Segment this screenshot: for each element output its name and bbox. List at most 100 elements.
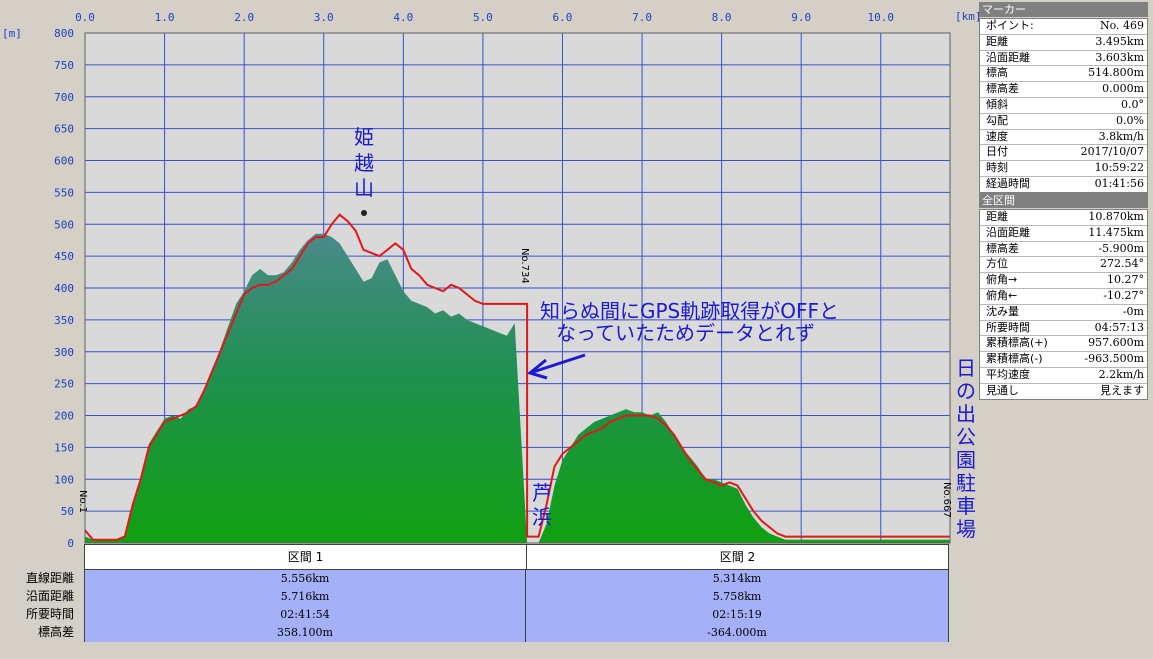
marker-value: 0.0°	[1121, 97, 1144, 111]
marker-key: 時刻	[986, 161, 1008, 175]
arrow-icon	[526, 353, 586, 380]
marker-key: 沿面距離	[986, 50, 1030, 64]
total-key: 距離	[986, 210, 1008, 223]
x-tick-5: 5.0	[473, 11, 493, 24]
end-point-char-5: 駐	[956, 471, 976, 495]
sec2-elev: -364.000m	[707, 626, 767, 639]
section-2-column: 5.314km 5.758km 02:15:19 -364.000m	[526, 570, 948, 642]
total-key: 俯角←	[986, 288, 1018, 302]
y-tick-14: 700	[54, 91, 74, 104]
end-point-char-6: 車	[956, 494, 976, 518]
total-value: -0m	[1122, 304, 1144, 318]
section-2-header[interactable]: 区間 2	[719, 550, 756, 564]
total-row: 沈み量 -0m	[980, 305, 1147, 321]
x-tick-9: 9.0	[791, 11, 811, 24]
marker-row: 速度 3.8km/h	[980, 130, 1147, 146]
row-label-elev: 標高差	[37, 625, 74, 639]
marker-value: 3.495km	[1095, 34, 1144, 48]
total-value: 10.27°	[1107, 273, 1144, 287]
sec1-time: 02:41:54	[280, 608, 330, 621]
total-panel-table: 距離 10.870km 沿面距離 11.475km 標高差 -5.900m 方位 272.54…	[979, 209, 1148, 400]
total-key: 沈み量	[986, 304, 1019, 318]
y-tick-5: 250	[54, 378, 74, 391]
dip-annotation: 芦 浜	[532, 481, 552, 529]
marker-row: 標高 514.800m	[980, 66, 1147, 83]
marker-value: 3.8km/h	[1098, 129, 1144, 143]
total-panel: 全区間 距離 10.870km 沿面距離 11.475km 標高差 -5.900m 方位 27…	[979, 193, 1148, 400]
marker-value: 0.000m	[1102, 82, 1144, 96]
section-table: 区間 1 区間 2 5.556km 5.716km 02:41:54 358.1…	[84, 544, 949, 642]
summit-marker-icon	[361, 210, 367, 216]
marker-value: No. 469	[1099, 19, 1144, 32]
marker-key: ポイント:	[986, 19, 1034, 32]
y-tick-15: 750	[54, 59, 74, 72]
marker-panel: マーカー ポイント: No. 469 距離 3.495km 沿面距離 3.603km 標高 5…	[979, 2, 1148, 193]
marker-value: 2017/10/07	[1080, 145, 1144, 159]
y-tick-6: 300	[54, 346, 74, 359]
marker-start-label: No.1	[77, 490, 88, 513]
sec1-elev: 358.100m	[277, 626, 333, 639]
marker-row: 標高差 0.000m	[980, 82, 1147, 98]
sec1-surface: 5.716km	[280, 590, 330, 603]
total-value: 2.2km/h	[1098, 367, 1144, 381]
marker-row: 勾配 0.0%	[980, 114, 1147, 130]
total-row: 累積標高(+) 957.600m	[980, 336, 1147, 353]
marker-value: 3.603km	[1095, 50, 1144, 64]
marker-value: 10:59:22	[1094, 161, 1144, 175]
summit-char-3: 山	[354, 176, 374, 200]
y-tick-9: 450	[54, 250, 74, 263]
marker-row: 傾斜 0.0°	[980, 98, 1147, 114]
marker-key: 勾配	[986, 113, 1008, 127]
marker-row: 距離 3.495km	[980, 35, 1147, 51]
y-tick-16: 800	[54, 27, 74, 40]
marker-row: 沿面距離 3.603km	[980, 51, 1147, 67]
y-tick-3: 150	[54, 441, 74, 454]
marker-value: 514.800m	[1088, 66, 1144, 80]
marker-gap-label: No.734	[519, 248, 530, 284]
sec2-surface: 5.758km	[712, 590, 762, 603]
section-1-header[interactable]: 区間 1	[85, 545, 527, 569]
total-key: 標高差	[986, 241, 1019, 255]
gps-note-line2: なっていたためデータとれず	[556, 321, 815, 345]
x-tick-3: 3.0	[314, 11, 334, 24]
total-row: 方位 272.54°	[980, 257, 1147, 274]
total-value: -10.27°	[1103, 288, 1144, 302]
sec2-time: 02:15:19	[712, 608, 762, 621]
total-value: 04:57:13	[1094, 320, 1144, 334]
total-row: 累積標高(-) -963.500m	[980, 352, 1147, 368]
row-label-time: 所要時間	[25, 607, 74, 621]
summit-annotation: 姫 越 山	[354, 125, 374, 200]
total-key: 累積標高(-)	[986, 352, 1043, 366]
marker-row: ポイント: No. 469	[980, 19, 1147, 35]
y-tick-11: 550	[54, 186, 74, 199]
total-value: -5.900m	[1098, 241, 1144, 255]
marker-key: 距離	[986, 34, 1008, 48]
end-point-char-1: の	[956, 379, 976, 403]
total-value: 10.870km	[1088, 210, 1144, 223]
y-tick-13: 650	[54, 123, 74, 136]
total-row: 所要時間 04:57:13	[980, 321, 1147, 337]
y-tick-8: 400	[54, 282, 74, 295]
total-key: 俯角→	[986, 273, 1018, 287]
summit-char-2: 越	[354, 151, 374, 175]
x-tick-0: 0.0	[75, 11, 95, 24]
marker-key: 傾斜	[986, 97, 1008, 111]
total-value: -963.500m	[1084, 352, 1144, 366]
y-tick-4: 200	[54, 410, 74, 423]
y-tick-2: 100	[54, 473, 74, 486]
marker-key: 経過時間	[986, 176, 1030, 190]
total-row: 標高差 -5.900m	[980, 242, 1147, 258]
total-key: 沿面距離	[986, 225, 1030, 239]
total-value: 957.600m	[1088, 336, 1144, 350]
marker-key: 日付	[986, 145, 1008, 159]
total-row: 平均速度 2.2km/h	[980, 368, 1147, 384]
total-value: 11.475km	[1088, 225, 1144, 239]
marker-key: 標高	[986, 66, 1008, 80]
total-value: 見えます	[1100, 383, 1144, 397]
y-tick-labels: 0 50 100 150 200 250 300 350 400 450 500 550 600 650 7…	[54, 27, 74, 550]
row-label-straight: 直線距離	[25, 571, 74, 585]
section-row-labels: 直線距離 沿面距離 所要時間 標高差	[14, 569, 74, 641]
total-row: 見通し 見えます	[980, 384, 1147, 399]
